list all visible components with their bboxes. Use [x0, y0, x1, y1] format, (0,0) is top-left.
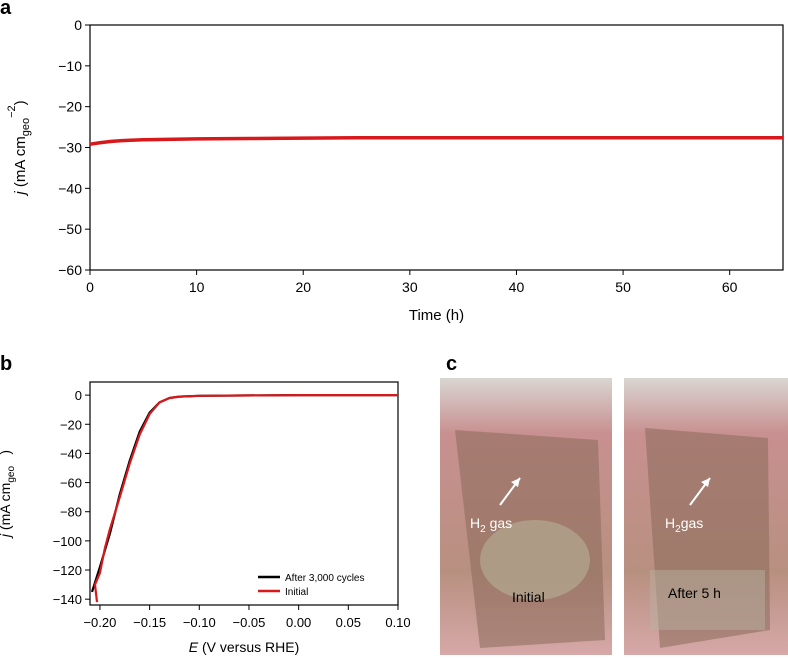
gas-text: gas: [681, 515, 704, 531]
photo-caption: After 5 h: [668, 585, 721, 601]
gas-sub: 2: [480, 524, 486, 535]
x-tick-label: 30: [402, 279, 418, 295]
plot-frame: [89, 381, 399, 606]
legend-label: After 3,000 cycles: [285, 573, 364, 584]
axis-label-part: (V versus RHE): [198, 639, 299, 655]
axis-label-part: ): [12, 100, 29, 105]
axis-label-part: −2: [6, 105, 18, 118]
axis-label-part: j: [0, 533, 13, 539]
chart: a 0 10 20 30 40 50 60 0 −10 −20 −30 −40 −50 −60 Time (h…: [0, 0, 784, 324]
gas-text: gas: [486, 515, 512, 531]
y-tick-label: −20: [60, 417, 82, 432]
y-tick-label: 0: [75, 388, 82, 403]
x-tick-label: 10: [189, 279, 205, 295]
y-tick-label: −10: [58, 58, 82, 74]
axis-label-part: (mA cm: [12, 136, 29, 191]
y-tick-label: 0: [74, 17, 82, 33]
y-tick-label: −50: [58, 221, 82, 237]
axis-label-part: j: [12, 191, 29, 197]
photo-panel: c H2 gas H2gas Initial After 5 h: [440, 353, 788, 655]
x-tick-label: 50: [615, 279, 631, 295]
axis-label: j (mA cmgeo−2): [6, 100, 32, 196]
chart: b −0.20 −0.15 −0.10 −0.05 0.00 0.05 0.10 0 −20 −40…: [0, 353, 411, 655]
gas-sub: 2: [675, 524, 681, 535]
y-tick-label: −120: [53, 563, 82, 578]
y-tick-label: −30: [58, 140, 82, 156]
x-tick-label: 0: [86, 279, 94, 295]
arrow-head: [511, 478, 520, 487]
x-tick-label: −0.20: [83, 615, 116, 630]
axis-label-part: E: [189, 639, 199, 655]
x-tick-label: −0.05: [233, 615, 266, 630]
x-tick-label: 0.00: [286, 615, 311, 630]
y-tick-label: −20: [58, 99, 82, 115]
axis-label-part: −2: [0, 454, 3, 466]
photo-caption: Initial: [512, 589, 545, 605]
panel-letter: b: [0, 353, 12, 375]
gas-label: H2 gas: [470, 515, 512, 535]
electrode-spot: [650, 570, 765, 630]
x-tick-label: 20: [295, 279, 311, 295]
axis-label: E (V versus RHE): [189, 639, 299, 655]
gas-text: H: [665, 515, 675, 531]
x-tick-label: 0.05: [336, 615, 361, 630]
panel-letter: c: [446, 353, 457, 375]
arrow-head: [701, 478, 710, 487]
plot-frame: [89, 24, 784, 271]
gas-label: H2gas: [665, 515, 703, 535]
axis-label-part: geo: [6, 466, 17, 483]
axis-label: j (mA cmgeo−2): [0, 450, 17, 539]
y-tick-label: −40: [58, 180, 82, 196]
axis-label: Time (h): [409, 307, 464, 324]
x-tick-label: 0.10: [385, 615, 410, 630]
data-line: [93, 394, 398, 603]
axis-label-part: geo: [20, 118, 32, 136]
x-tick-label: −0.15: [133, 615, 166, 630]
y-tick-label: −140: [53, 592, 82, 607]
electrode-spot: [480, 520, 590, 600]
axis-label-part: ): [0, 450, 13, 455]
gas-text: H: [470, 515, 480, 531]
y-tick-label: −60: [60, 476, 82, 491]
y-tick-label: −40: [60, 446, 82, 461]
legend-label: Initial: [285, 587, 308, 598]
y-tick-label: −100: [53, 534, 82, 549]
y-tick-label: −60: [58, 262, 82, 278]
x-tick-label: −0.10: [183, 615, 216, 630]
x-tick-label: 60: [722, 279, 738, 295]
axis-label-part: (mA cm: [0, 483, 13, 534]
data-line: [89, 135, 783, 146]
panel-letter: a: [0, 0, 12, 19]
x-tick-label: 40: [509, 279, 525, 295]
y-tick-label: −80: [60, 505, 82, 520]
data-line: [90, 394, 398, 593]
